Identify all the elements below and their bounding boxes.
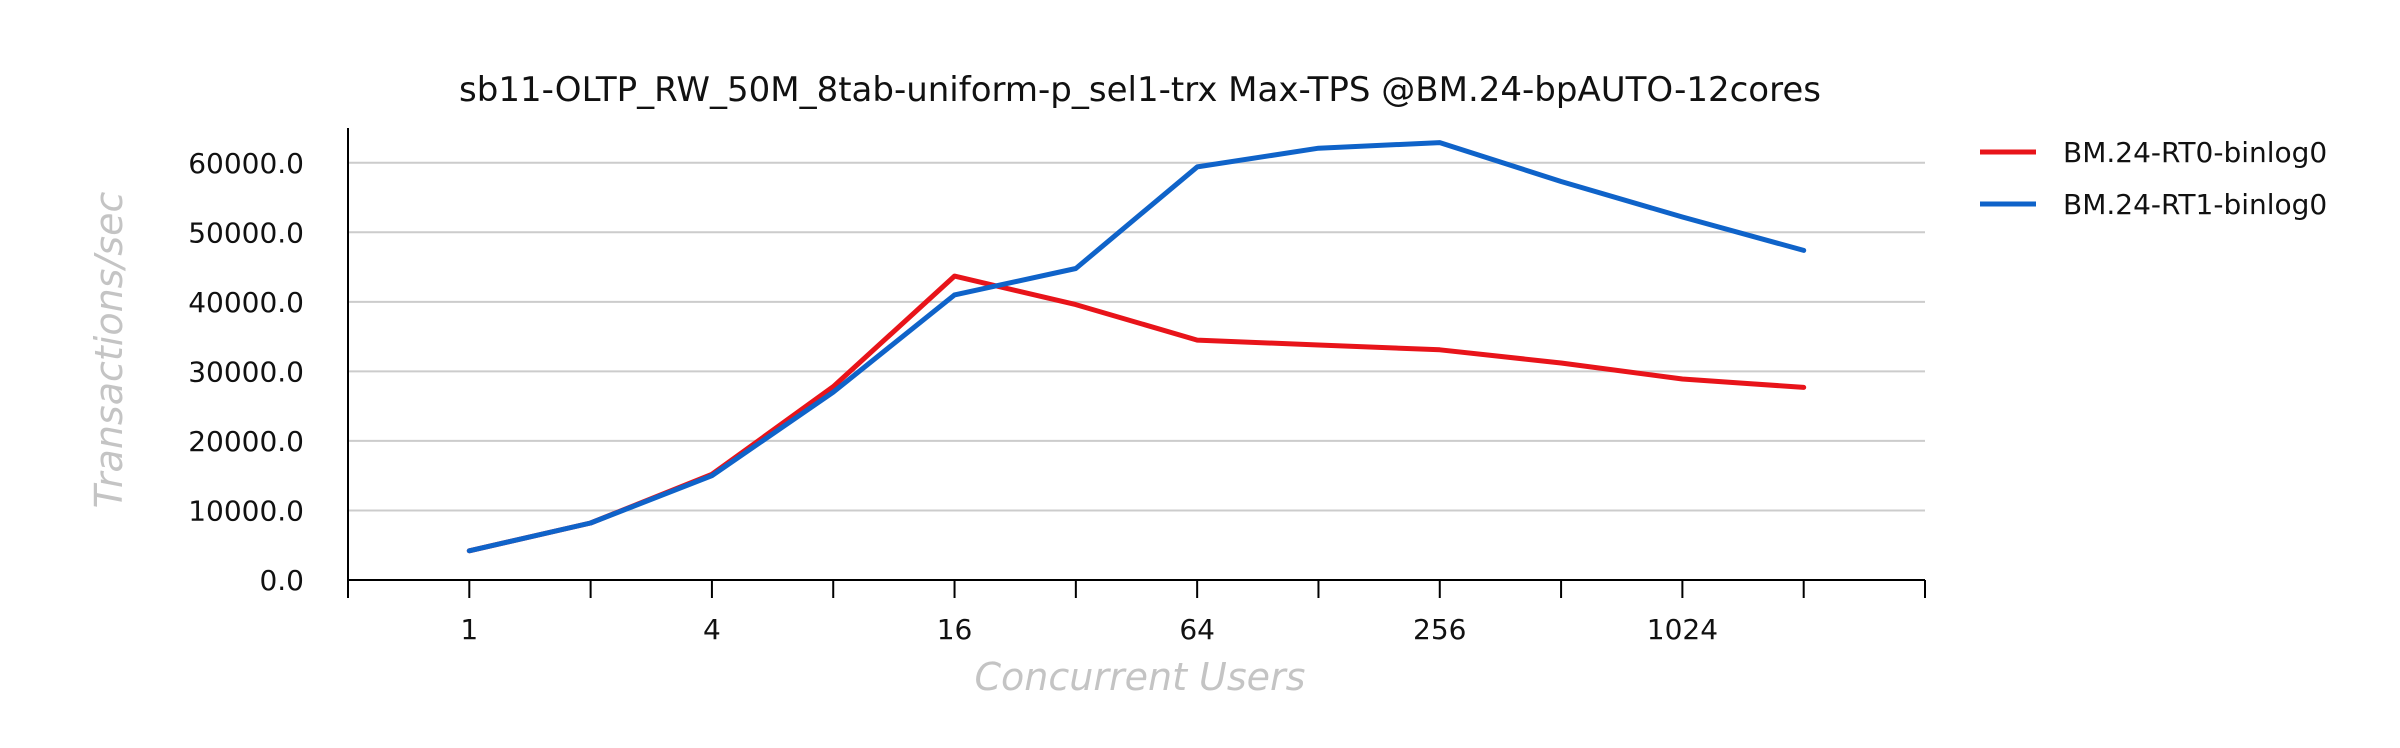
- x-tick-label: 64: [1179, 613, 1215, 646]
- series-line-2: [466, 140, 1807, 554]
- y-tick-label: 60000.0: [188, 147, 304, 180]
- y-tick-label: 40000.0: [188, 286, 304, 319]
- y-tick-label: 10000.0: [188, 494, 304, 527]
- y-tick-label: 30000.0: [188, 355, 304, 388]
- y-tick-label: 0.0: [259, 564, 304, 597]
- y-tick-label: 50000.0: [188, 216, 304, 249]
- legend: BM.24-RT0-binlog0 BM.24-RT1-binlog0: [1980, 136, 2327, 221]
- x-axis-label: Concurrent Users: [975, 655, 1306, 699]
- gridlines: [348, 161, 1925, 512]
- legend-label: BM.24-RT0-binlog0: [2063, 136, 2327, 169]
- x-axis-ticks: 1 4 16 64 256 1024: [347, 580, 1926, 646]
- y-axis-label: Transactions/sec: [87, 192, 131, 509]
- series-lines: [466, 140, 1807, 554]
- legend-label: BM.24-RT1-binlog0: [2063, 188, 2327, 221]
- x-tick-label: 256: [1413, 613, 1466, 646]
- x-tick-label: 16: [937, 613, 973, 646]
- x-tick-label: 1: [460, 613, 478, 646]
- y-axis-ticks: 0.0 10000.0 20000.0 30000.0 40000.0 50000.0 60…: [188, 147, 304, 597]
- chart-title: sb11-OLTP_RW_50M_8tab-uniform-p_sel1-trx…: [459, 70, 1821, 110]
- y-tick-label: 20000.0: [188, 425, 304, 458]
- axes: [347, 128, 1925, 581]
- x-tick-label: 1024: [1647, 613, 1718, 646]
- x-tick-label: 4: [703, 613, 721, 646]
